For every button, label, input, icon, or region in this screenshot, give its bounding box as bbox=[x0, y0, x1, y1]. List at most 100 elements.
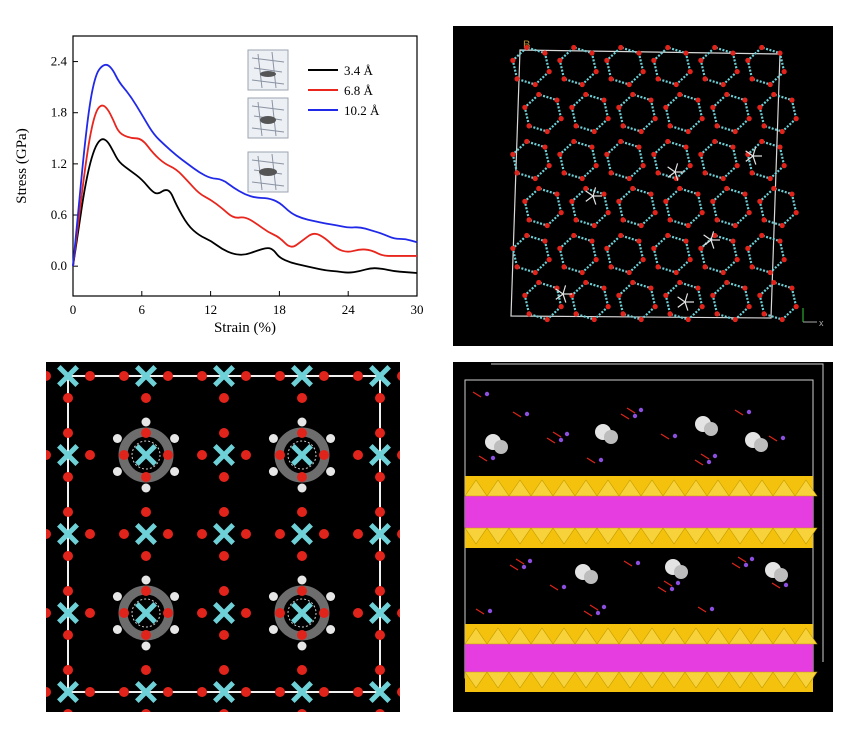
oxygen-atom bbox=[789, 285, 795, 291]
layered-clay-image bbox=[453, 362, 833, 712]
oxygen-atom bbox=[119, 608, 129, 618]
oxygen-atom bbox=[353, 687, 363, 697]
oxygen-atom bbox=[63, 630, 73, 640]
oxygen-atom bbox=[618, 138, 624, 145]
oxygen-atom bbox=[746, 116, 752, 122]
cation bbox=[635, 560, 641, 566]
oxygen-atom bbox=[665, 232, 671, 239]
oxygen-atom bbox=[63, 665, 73, 675]
oxygen-atom bbox=[163, 608, 173, 618]
hydrogen-atom bbox=[170, 592, 180, 601]
tetrahedron bbox=[552, 479, 576, 497]
oxygen-atom bbox=[561, 170, 567, 176]
oxygen-atom bbox=[655, 76, 661, 82]
oxygen-atom bbox=[714, 311, 720, 317]
tetrahedron bbox=[750, 479, 774, 497]
oxygen-atom bbox=[789, 191, 795, 197]
metal-bond bbox=[291, 523, 304, 536]
oxygen-atom bbox=[219, 393, 229, 403]
legend-label: 10.2 Å bbox=[344, 103, 380, 118]
oxygen-atom bbox=[536, 91, 542, 98]
oxygen-atom bbox=[554, 191, 560, 197]
water-bond bbox=[509, 564, 519, 571]
metal-bond bbox=[57, 444, 70, 457]
oxygen-atom bbox=[640, 163, 646, 169]
oxygen-atom bbox=[583, 185, 589, 192]
oxygen-atom bbox=[749, 264, 755, 270]
oxygen-atom bbox=[746, 304, 752, 310]
oxygen-atom bbox=[767, 175, 773, 182]
unit-cell-box bbox=[510, 49, 781, 319]
aromatic-circle bbox=[287, 440, 317, 470]
water-bond bbox=[737, 556, 747, 563]
oxygen-atom bbox=[702, 170, 708, 176]
oxygen-atom bbox=[663, 104, 669, 110]
oxygen-atom bbox=[397, 371, 400, 381]
aromatic-circle bbox=[131, 440, 161, 470]
hydrogen-atom bbox=[268, 434, 278, 443]
metal-bond bbox=[369, 365, 382, 378]
oxygen-atom bbox=[319, 450, 329, 460]
oxygen-atom bbox=[219, 709, 229, 712]
legend-label: 6.8 Å bbox=[344, 83, 374, 98]
inset-snapshots bbox=[247, 49, 289, 193]
oxygen-atom bbox=[297, 472, 307, 482]
cation bbox=[484, 391, 490, 397]
oxygen-atom bbox=[524, 138, 530, 145]
oxygen-atom bbox=[777, 144, 783, 150]
tetrahedron bbox=[530, 671, 554, 689]
oxygen-atom bbox=[141, 709, 151, 712]
oxygen-atom bbox=[275, 450, 285, 460]
oxygen-atom bbox=[536, 185, 542, 192]
oxygen-atom bbox=[630, 185, 636, 192]
tetrahedron bbox=[618, 671, 642, 689]
tetrahedron bbox=[618, 627, 642, 645]
guest-molecule-bond bbox=[684, 293, 689, 303]
metal-bond bbox=[144, 374, 157, 387]
oxygen-atom bbox=[687, 163, 693, 169]
tetrahedron bbox=[508, 527, 532, 545]
oxygen-atom bbox=[197, 608, 207, 618]
oxygen-atom bbox=[163, 687, 173, 697]
oxygen-atom bbox=[779, 316, 785, 323]
oxygen-atom bbox=[558, 304, 564, 310]
tetrahedron bbox=[684, 627, 708, 645]
oxygen-atom bbox=[618, 44, 624, 51]
oxygen-atom bbox=[524, 232, 530, 239]
oxygen-atom bbox=[638, 222, 644, 229]
oxygen-atom bbox=[297, 665, 307, 675]
oxygen-atom bbox=[702, 76, 708, 82]
oxygen-atom bbox=[655, 264, 661, 270]
metal-bond bbox=[57, 523, 70, 536]
tetrahedron bbox=[728, 527, 752, 545]
oxygen-atom bbox=[63, 586, 73, 596]
cation bbox=[780, 435, 786, 441]
tetrahedron bbox=[464, 627, 488, 645]
hydrogen-atom bbox=[268, 592, 278, 601]
oxygen-atom bbox=[319, 529, 329, 539]
metal-bond bbox=[378, 444, 391, 457]
chart-svg: 0.0 0.6 1.2 1.8 2.4 0 6 12 18 24 30 3.4 Å 6.8 Å 10.… bbox=[14, 35, 424, 336]
oxygen-atom bbox=[241, 608, 251, 618]
oxygen-atom bbox=[714, 217, 720, 223]
oxygen-atom bbox=[542, 144, 548, 150]
oxygen-atom bbox=[663, 292, 669, 298]
water-bond bbox=[657, 586, 667, 593]
guest-molecule-bond bbox=[752, 155, 757, 165]
water-bond bbox=[549, 584, 559, 591]
metal-bond bbox=[213, 690, 226, 703]
oxygen-atom bbox=[546, 69, 552, 75]
metal-bond bbox=[378, 681, 391, 694]
series-layer bbox=[72, 63, 418, 274]
cation bbox=[521, 564, 527, 570]
guest-molecule-bond bbox=[585, 195, 594, 202]
oxygen-atom bbox=[767, 81, 773, 88]
guest-molecule-bond bbox=[674, 163, 679, 173]
oxygen-atom bbox=[589, 50, 595, 56]
oxygen-atom bbox=[571, 44, 577, 51]
oxygen-atom bbox=[375, 428, 385, 438]
oxygen-atom bbox=[297, 630, 307, 640]
cation bbox=[527, 558, 533, 564]
oxygen-atom bbox=[608, 76, 614, 82]
oxygen-atom bbox=[604, 245, 610, 251]
